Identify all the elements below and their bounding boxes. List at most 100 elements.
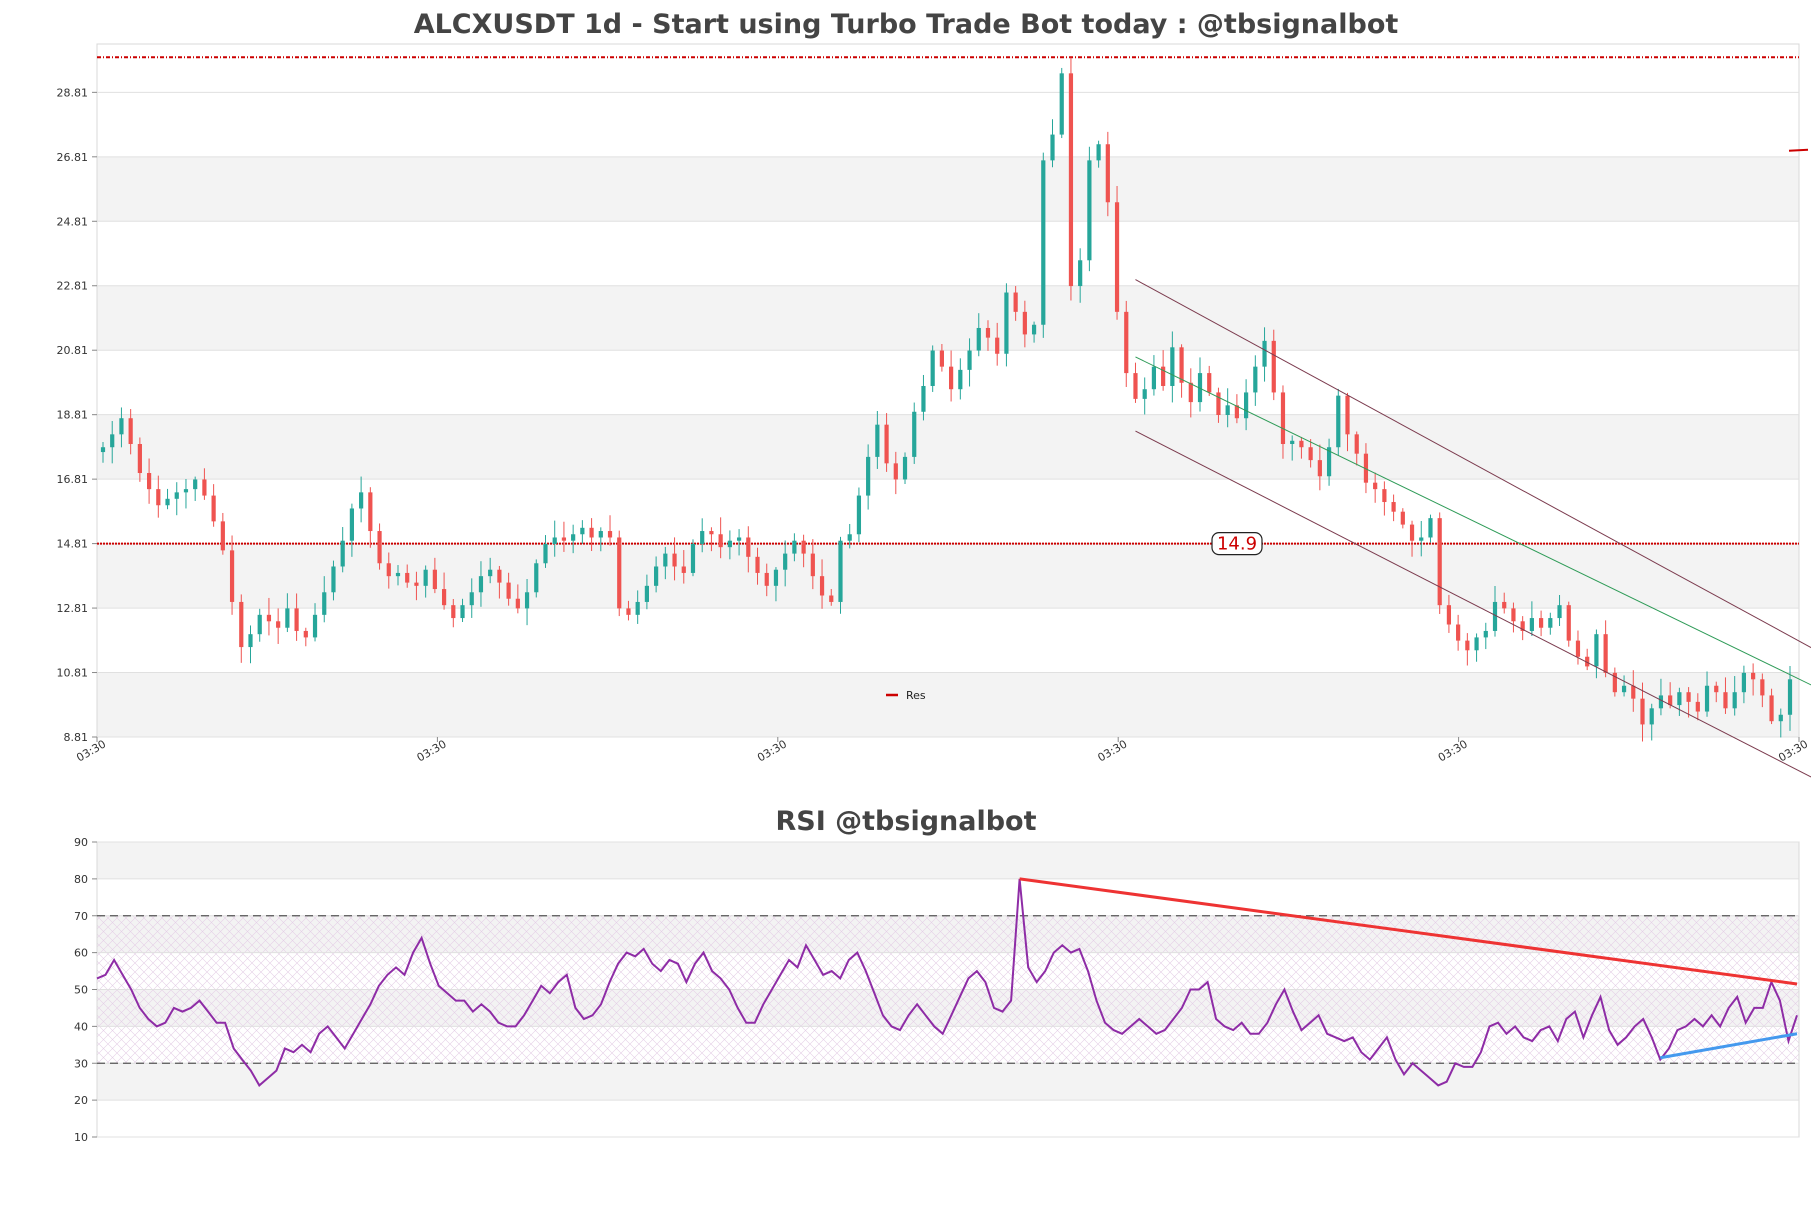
channel-upper-line bbox=[1135, 279, 1811, 649]
candle-body bbox=[1326, 447, 1332, 477]
candle-body bbox=[1253, 366, 1258, 393]
candle-body bbox=[654, 566, 659, 586]
candle-body bbox=[1419, 537, 1424, 541]
candle-body bbox=[571, 534, 576, 541]
candle-body bbox=[746, 537, 751, 557]
candle-body bbox=[1382, 489, 1387, 503]
candle-body bbox=[1529, 618, 1534, 631]
candle-body bbox=[312, 614, 318, 638]
price-grid-band bbox=[97, 156, 1799, 222]
candle-body bbox=[1640, 698, 1645, 725]
candle-body bbox=[1409, 524, 1415, 541]
candle-body bbox=[884, 424, 889, 464]
rsi-grid-band bbox=[97, 842, 1799, 879]
candle-body bbox=[432, 569, 437, 590]
candle-body bbox=[359, 492, 364, 509]
candle-body bbox=[1317, 460, 1322, 477]
price-y-tick-label: 26.81 bbox=[57, 151, 89, 164]
candle-body bbox=[1234, 405, 1239, 419]
candle-body bbox=[331, 566, 336, 593]
candle-body bbox=[810, 553, 815, 577]
rsi-y-tick-label: 60 bbox=[74, 947, 88, 960]
candle-body bbox=[598, 531, 603, 538]
candle-body bbox=[690, 543, 696, 573]
price-y-tick-label: 16.81 bbox=[57, 473, 89, 486]
rsi-y-tick-label: 70 bbox=[74, 910, 88, 923]
candle-body bbox=[1225, 405, 1230, 415]
candle-body bbox=[1197, 373, 1203, 403]
candle-body bbox=[672, 553, 677, 567]
candle-body bbox=[1373, 482, 1378, 490]
candle-body bbox=[1013, 292, 1018, 312]
candle-body bbox=[386, 563, 391, 577]
candle-body bbox=[607, 531, 613, 538]
candle-body bbox=[1483, 630, 1488, 638]
candle-body bbox=[1538, 618, 1544, 628]
price-x-tick-label: 03:30 bbox=[1436, 737, 1470, 764]
candle-body bbox=[644, 585, 649, 602]
candle-body bbox=[755, 556, 760, 573]
candle-body bbox=[1363, 453, 1369, 483]
candle-body bbox=[635, 601, 640, 615]
candle-body bbox=[866, 456, 871, 496]
rsi-y-tick-label: 10 bbox=[74, 1131, 88, 1144]
candle-body bbox=[939, 350, 944, 367]
candle-body bbox=[266, 614, 272, 622]
candle-body bbox=[488, 569, 493, 577]
candle-body bbox=[1557, 605, 1562, 619]
candle-body bbox=[552, 537, 557, 544]
candle-body bbox=[1170, 347, 1175, 386]
candle-body bbox=[506, 582, 511, 599]
price-y-tick-label: 22.81 bbox=[57, 280, 89, 293]
candle-body bbox=[1400, 511, 1405, 525]
price-y-tick-label: 24.81 bbox=[57, 215, 89, 228]
candle-body bbox=[958, 369, 963, 390]
price-y-tick-label: 28.81 bbox=[57, 86, 89, 99]
price-grid-bands bbox=[97, 156, 1799, 737]
candle-body bbox=[1151, 366, 1157, 390]
candle-body bbox=[1262, 340, 1267, 367]
candle-body bbox=[423, 569, 428, 586]
candle-body bbox=[921, 385, 926, 412]
candle-body bbox=[100, 447, 106, 453]
candle-body bbox=[976, 327, 981, 351]
rsi-chart-title: RSI @tbsignalbot bbox=[775, 806, 1036, 837]
candle-body bbox=[1096, 144, 1101, 161]
channel-lower-line bbox=[1135, 430, 1811, 778]
candle-body bbox=[349, 508, 355, 541]
rsi-y-tick-label: 80 bbox=[74, 873, 88, 886]
candle-body bbox=[617, 537, 622, 609]
candle-body bbox=[1787, 679, 1793, 715]
candle-body bbox=[441, 589, 447, 606]
candle-body bbox=[792, 540, 797, 554]
candle-body bbox=[1437, 518, 1442, 606]
candle-body bbox=[1511, 608, 1516, 622]
rsi-y-tick-label: 90 bbox=[74, 836, 88, 849]
candle-body bbox=[1474, 637, 1479, 651]
candle-body bbox=[220, 521, 225, 551]
candle-body bbox=[1502, 601, 1507, 609]
candle-body bbox=[801, 540, 806, 554]
rsi-y-tick-label: 30 bbox=[74, 1057, 88, 1070]
candle-body bbox=[451, 605, 456, 619]
candle-body bbox=[1336, 395, 1341, 448]
candle-body bbox=[248, 634, 253, 648]
candle-body bbox=[229, 550, 235, 602]
candle-body bbox=[856, 495, 862, 535]
candle-body bbox=[1741, 672, 1747, 693]
candle-body bbox=[1520, 621, 1525, 631]
candle-body bbox=[1308, 447, 1313, 461]
candle-body bbox=[1732, 692, 1737, 709]
candle-body bbox=[1492, 601, 1498, 631]
candle-body bbox=[534, 563, 539, 593]
candle-body bbox=[736, 537, 742, 541]
candle-body bbox=[285, 608, 290, 628]
candle-body bbox=[1179, 347, 1184, 383]
candle-body bbox=[1354, 434, 1359, 454]
rsi-y-tick-label: 50 bbox=[74, 984, 88, 997]
price-x-tick-label: 03:30 bbox=[755, 737, 789, 764]
candle-body bbox=[902, 456, 908, 480]
candle-body bbox=[995, 337, 1000, 354]
candle-body bbox=[524, 592, 530, 609]
